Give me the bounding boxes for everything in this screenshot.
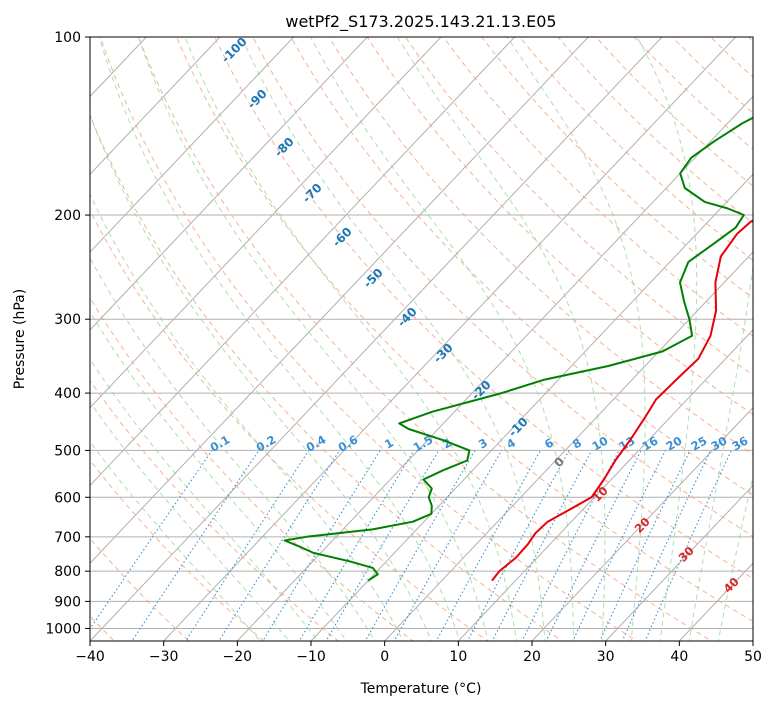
isotherm-line bbox=[310, 173, 753, 641]
isotherm-line bbox=[90, 37, 590, 564]
moist-adiabat-line bbox=[90, 310, 348, 641]
isotherm-line bbox=[90, 37, 663, 641]
dry-adiabat-line bbox=[214, 37, 753, 580]
mixing-ratio-label: 36 bbox=[730, 433, 751, 453]
isotherm-line bbox=[383, 251, 753, 641]
y-tick-label: 500 bbox=[54, 443, 81, 459]
dry-adiabat-line bbox=[137, 37, 713, 641]
isotherm-line bbox=[236, 95, 753, 641]
moist-adiabat-line bbox=[688, 263, 753, 641]
dry-adiabat-line bbox=[176, 37, 753, 623]
moist-adiabat-line bbox=[90, 256, 376, 641]
dry-adiabat-line bbox=[90, 296, 414, 641]
moist-adiabat-line bbox=[90, 193, 404, 641]
mixing-ratio-line bbox=[325, 450, 440, 641]
moist-adiabat-line bbox=[506, 37, 646, 641]
dry-adiabat-line bbox=[99, 37, 638, 641]
y-tick-label: 1000 bbox=[45, 621, 81, 637]
isotherm-line bbox=[531, 406, 753, 641]
moist-adiabat-line bbox=[636, 37, 698, 641]
x-tick-label: 30 bbox=[597, 649, 615, 665]
dry-adiabat-line bbox=[290, 37, 753, 496]
x-axis-ticks: −40 −30 −20 −10 0 10 20 30 40 50 bbox=[75, 641, 762, 665]
moist-adiabat-line bbox=[90, 113, 433, 641]
mixing-ratio-line bbox=[545, 450, 642, 641]
y-tick-label: 800 bbox=[54, 564, 81, 580]
moist-adiabats bbox=[90, 37, 753, 641]
dry-adiabats bbox=[90, 37, 753, 641]
mixing-ratio-line bbox=[185, 450, 310, 641]
x-tick-label: 50 bbox=[744, 649, 762, 665]
x-axis-label: Temperature (°C) bbox=[360, 681, 482, 697]
y-tick-label: 300 bbox=[54, 312, 81, 328]
sounding-series bbox=[283, 116, 753, 582]
isotherm-line bbox=[90, 37, 442, 409]
dry-adiabat-line bbox=[90, 459, 265, 641]
dry-adiabat-line bbox=[519, 37, 753, 261]
moist-adiabat-line bbox=[240, 37, 546, 641]
mixing-ratio-line bbox=[572, 450, 666, 641]
isotherm-line bbox=[90, 37, 369, 331]
moist-adiabat-line bbox=[90, 401, 290, 641]
y-axis-ticks: 1000 900 800 700 600 500 400 300 200 100 bbox=[45, 30, 90, 637]
chart-title: wetPf2_S173.2025.143.21.13.E05 bbox=[285, 12, 556, 32]
x-tick-label: −10 bbox=[296, 649, 326, 665]
dry-adiabat-line bbox=[328, 37, 753, 455]
isotherm-line bbox=[90, 37, 221, 175]
moist-adiabat-line bbox=[396, 37, 606, 641]
dry-adiabat-line bbox=[557, 37, 753, 224]
mixing-ratio-line bbox=[131, 450, 260, 641]
mixing-ratio-line bbox=[298, 450, 415, 641]
y-tick-label: 400 bbox=[54, 386, 81, 402]
x-tick-label: 20 bbox=[523, 649, 541, 665]
isotherm-line bbox=[604, 484, 753, 641]
mixing-ratio-line bbox=[599, 450, 691, 641]
y-axis-label: Pressure (hPa) bbox=[12, 289, 28, 389]
dry-adiabat-line bbox=[90, 114, 564, 641]
x-tick-label: −40 bbox=[75, 649, 105, 665]
mixing-ratio-label: 10 bbox=[590, 433, 611, 453]
y-tick-label: 600 bbox=[54, 490, 81, 506]
mixing-ratio-line bbox=[644, 450, 732, 641]
mixing-ratio-label: 20 bbox=[664, 433, 685, 453]
sounding-series-line bbox=[283, 116, 753, 582]
isotherm-line bbox=[457, 329, 753, 641]
sounding-series-line bbox=[491, 219, 753, 582]
mixing-ratio-label: 25 bbox=[689, 433, 710, 453]
dry-adiabat-line bbox=[90, 209, 489, 641]
x-tick-label: −30 bbox=[149, 649, 179, 665]
x-tick-label: 0 bbox=[380, 649, 389, 665]
x-tick-label: −20 bbox=[223, 649, 253, 665]
mixing-ratio-line bbox=[621, 450, 712, 641]
moist-adiabat-line bbox=[90, 440, 261, 641]
isotherm-line bbox=[90, 37, 516, 487]
dry-adiabat-line bbox=[90, 537, 190, 641]
dry-adiabat-line bbox=[481, 37, 753, 299]
isotherm-line bbox=[90, 37, 295, 253]
mixing-ratio-line bbox=[393, 450, 503, 641]
skewed-isotherm-gridlines bbox=[90, 37, 753, 641]
y-tick-label: 900 bbox=[54, 594, 81, 610]
moist-adiabat-line bbox=[310, 37, 575, 641]
mixing-ratio-label: 30 bbox=[709, 433, 730, 453]
y-tick-label: 100 bbox=[54, 30, 81, 46]
y-tick-label: 700 bbox=[54, 530, 81, 546]
mixing-ratio-line bbox=[90, 450, 213, 630]
x-tick-label: 10 bbox=[449, 649, 467, 665]
mixing-ratio-line bbox=[364, 450, 476, 641]
mixing-ratio-label: 16 bbox=[640, 433, 661, 453]
moist-adiabat-line bbox=[137, 37, 489, 641]
dry-adiabat-line bbox=[366, 37, 753, 416]
plot-area: -100-90-80-70-60-50-40-30-20-10010203040… bbox=[90, 37, 753, 641]
moist-adiabat-line bbox=[98, 37, 461, 641]
isotherm-line bbox=[162, 37, 737, 641]
dry-adiabat-line bbox=[404, 37, 753, 376]
moist-adiabat-line bbox=[184, 37, 518, 641]
plot-frame bbox=[89, 36, 754, 642]
x-tick-label: 40 bbox=[670, 649, 688, 665]
y-tick-label: 200 bbox=[54, 208, 81, 224]
